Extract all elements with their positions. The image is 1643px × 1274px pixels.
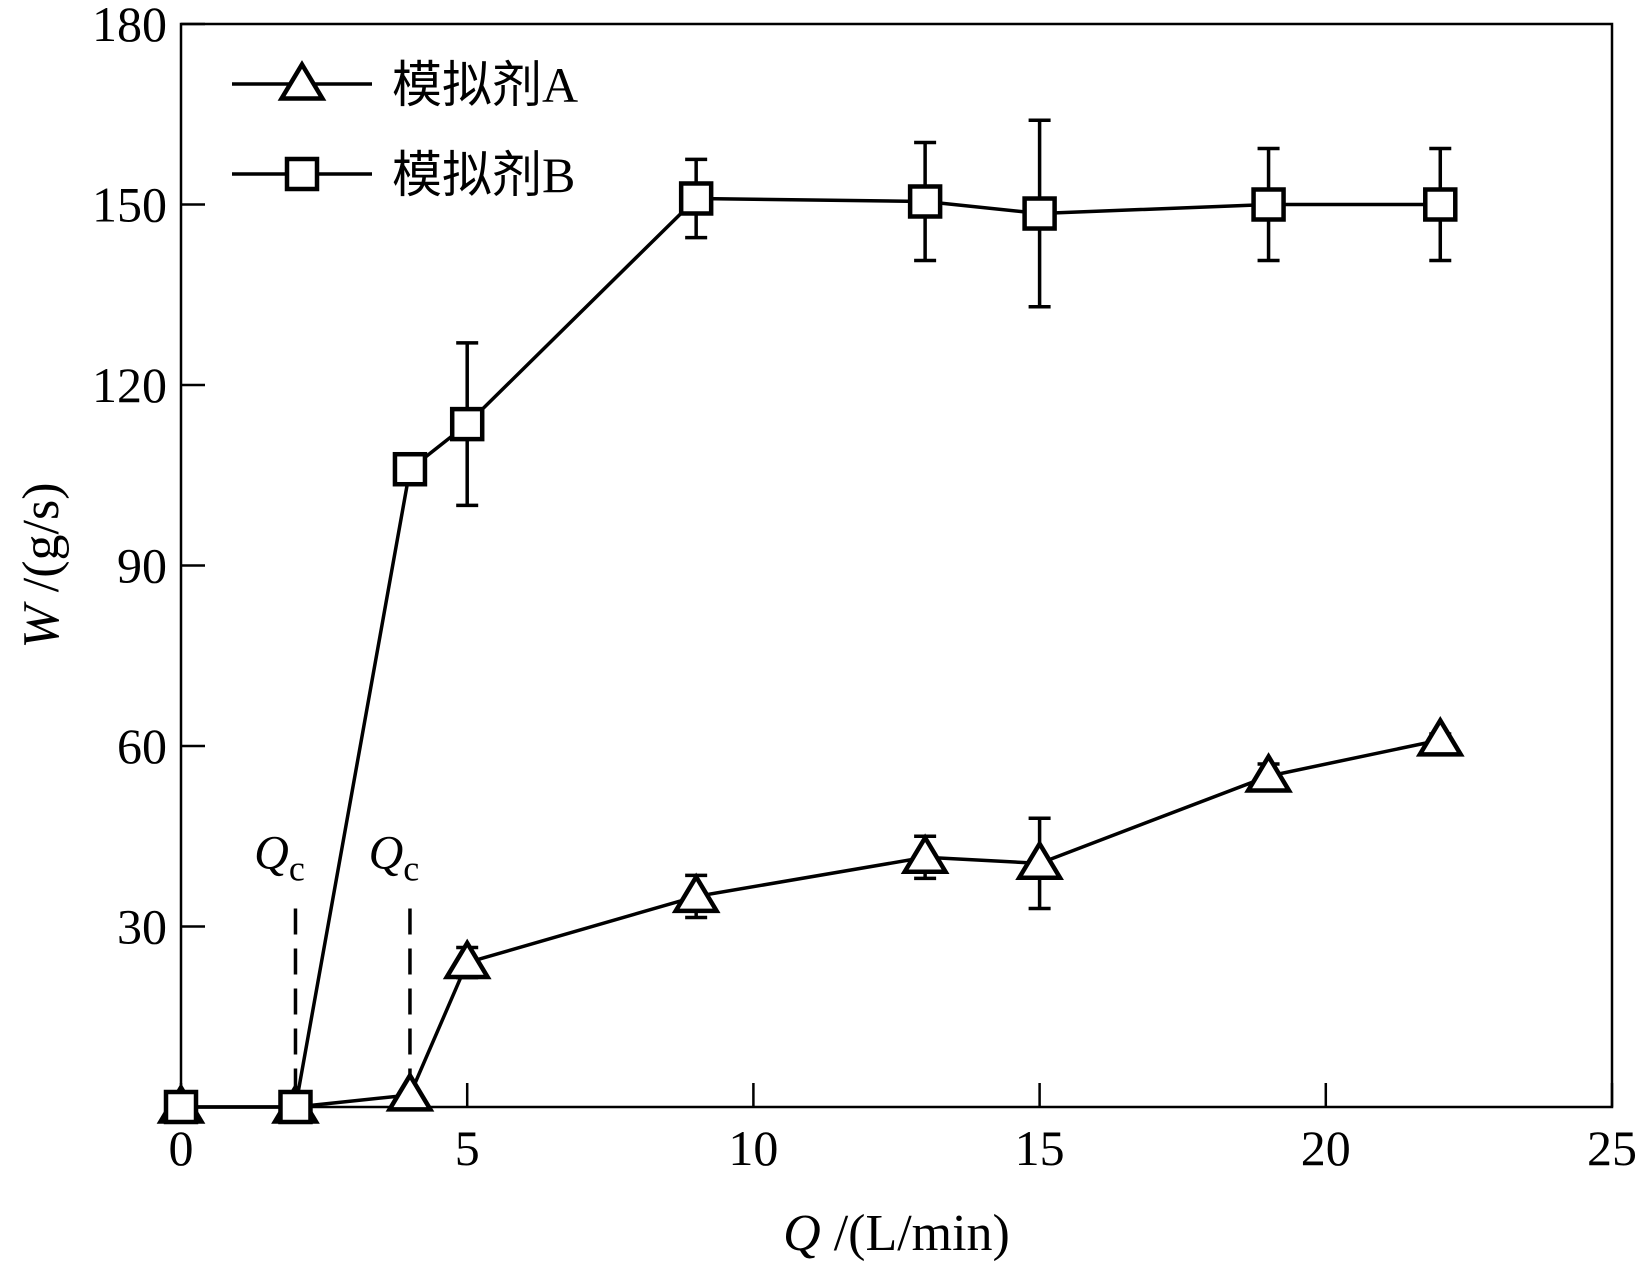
data-point	[163, 1089, 199, 1125]
critical-flow-symbol: Q	[369, 826, 404, 879]
x-axis-variable: Q	[783, 1205, 834, 1262]
data-point	[392, 451, 428, 487]
data-point	[385, 1071, 435, 1112]
series-line	[181, 738, 1441, 1109]
axis-titles: Q /(L/min) W /(g/s)	[13, 482, 1010, 1262]
data-point	[1423, 187, 1458, 222]
series-layer	[156, 118, 1465, 1125]
y-axis-variable: W	[13, 592, 70, 648]
data-point	[1015, 839, 1064, 881]
x-tick-label: 15	[1015, 1120, 1065, 1176]
legend-item-b: 模拟剂B	[232, 147, 575, 203]
legend-label: 模拟剂B	[392, 147, 575, 203]
data-point	[1244, 752, 1293, 793]
y-tick-label: 30	[117, 899, 167, 955]
critical-flow-label: Qc	[254, 826, 305, 888]
legend-marker	[284, 156, 320, 192]
data-point	[449, 406, 485, 442]
legend: 模拟剂A 模拟剂B	[232, 57, 578, 203]
data-point	[1415, 716, 1465, 757]
data-point	[907, 184, 943, 219]
y-tick-label: 150	[92, 177, 167, 233]
x-tick-label: 0	[169, 1120, 194, 1176]
y-tick-label: 120	[92, 357, 167, 413]
legend-item-a: 模拟剂A	[232, 57, 578, 113]
x-tick-label: 25	[1587, 1120, 1637, 1176]
critical-flow-label: Qc	[369, 826, 420, 888]
data-point	[900, 833, 950, 875]
ticks: 0 5 10 15 20 25 30 60 90 120 150 180	[92, 0, 1637, 1176]
series-line	[181, 196, 1441, 1109]
legend-label: 模拟剂A	[392, 57, 578, 113]
critical-flow-symbol: Q	[254, 826, 289, 879]
data-point	[671, 872, 721, 914]
x-tick-label: 20	[1301, 1120, 1351, 1176]
x-axis-unit: /(L/min)	[834, 1205, 1010, 1262]
x-tick-label: 5	[455, 1120, 480, 1176]
y-axis-unit: /(g/s)	[13, 482, 70, 592]
y-tick-label: 90	[117, 538, 167, 594]
data-point	[1022, 196, 1057, 231]
data-point	[442, 938, 492, 980]
legend-marker	[277, 60, 327, 101]
data-point	[1251, 187, 1286, 222]
annotations: Qc Qc	[254, 826, 419, 1107]
x-axis-title: Q /(L/min)	[783, 1205, 1010, 1262]
data-point	[678, 181, 714, 216]
y-axis-title: W /(g/s)	[13, 482, 70, 648]
critical-flow-subscript: c	[403, 848, 419, 888]
x-tick-label: 10	[728, 1120, 778, 1176]
y-tick-label: 180	[92, 0, 167, 52]
series-b	[163, 118, 1458, 1125]
data-point	[278, 1089, 313, 1125]
y-tick-label: 60	[117, 718, 167, 774]
critical-flow-subscript: c	[289, 848, 305, 888]
